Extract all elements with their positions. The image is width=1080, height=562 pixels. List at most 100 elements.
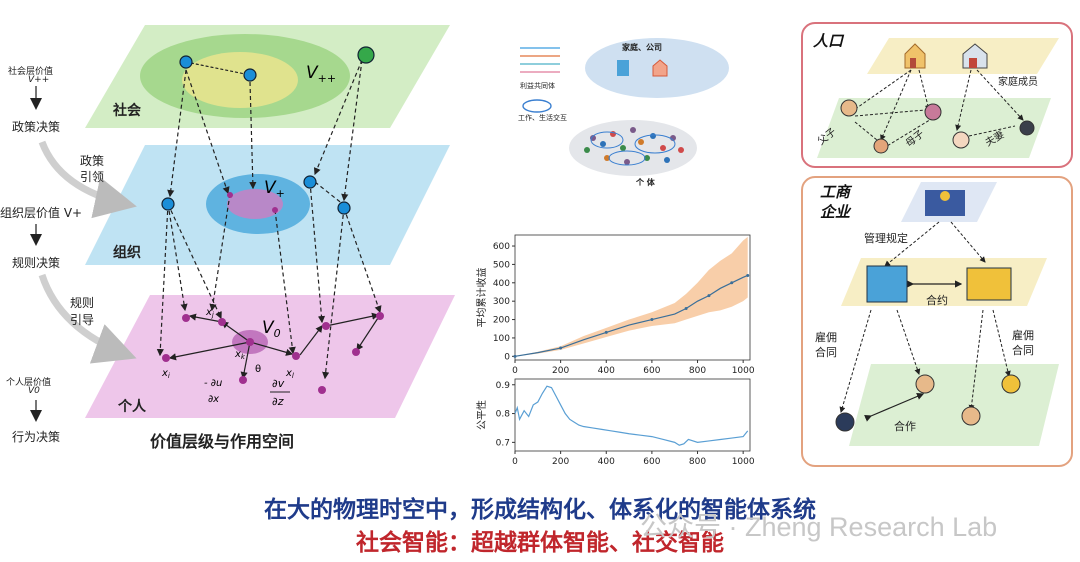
legend-arrows — [520, 47, 560, 73]
business-diagram — [835, 182, 1059, 446]
individual-plane — [85, 295, 455, 418]
x-tick-label: 800 — [689, 457, 706, 467]
legend-interest-community: 利益共同体 — [520, 82, 555, 90]
chart-frame — [514, 234, 751, 361]
employment-right-label: 雇佣 合同 — [1012, 329, 1034, 357]
x-tick-label: 200 — [552, 457, 569, 467]
x-tick-label: 600 — [643, 366, 660, 376]
du-dx-label-b: ∂x — [208, 394, 219, 405]
rule-decision-label: 规则决策 — [12, 256, 61, 270]
caption-line-2: 社会智能：超越群体智能、社交智能 — [356, 530, 724, 556]
watermark: 公众号 · Zheng Research Lab — [640, 512, 998, 542]
son-icon — [873, 138, 889, 154]
policy-guide-label-1: 政策 — [80, 154, 105, 168]
society-value-label: 社会层价值 — [8, 67, 54, 77]
wife-icon — [952, 131, 970, 149]
management-label: 管理规定 — [864, 232, 908, 245]
data-point — [707, 294, 711, 298]
office-worker-icon — [835, 412, 855, 432]
series-line — [514, 385, 749, 446]
y-tick-label: 0 — [504, 352, 510, 362]
individual-value-label: 个人层价值 — [6, 378, 52, 388]
data-point — [559, 346, 563, 350]
x-tick-label: 1000 — [732, 366, 755, 376]
y-axis-label: 平均累计收益 — [475, 268, 488, 328]
policy-guide-label-2: 引领 — [80, 170, 105, 184]
data-point — [604, 330, 608, 334]
policy-guide-arrow — [38, 140, 137, 219]
population-title: 人口 — [813, 32, 844, 50]
data-point — [513, 354, 517, 358]
company-building-icon-2 — [966, 267, 1012, 301]
individual-links — [168, 312, 380, 380]
layer-org-label: 组织 — [113, 245, 141, 261]
society-value-sym: V++ — [28, 75, 50, 85]
layer-society-label: 社会 — [113, 103, 141, 119]
y-tick-label: 0.9 — [496, 381, 511, 391]
y-tick-label: 400 — [493, 279, 510, 289]
network-illustration — [520, 38, 729, 176]
xj-label: xj — [205, 307, 214, 319]
workers-plane — [849, 364, 1059, 446]
theta-label: θ — [255, 364, 261, 375]
family-company-label: 家庭、公司 — [622, 43, 662, 52]
house-icons — [904, 43, 988, 69]
dv-dz-label-b: ∂z — [272, 395, 284, 408]
rule-guide-label-2: 引导 — [70, 313, 95, 327]
x-tick-label: 600 — [643, 457, 660, 467]
company-building-icon-1 — [866, 265, 908, 303]
family-members-label: 家庭成员 — [998, 77, 1038, 88]
y-tick-label: 600 — [493, 242, 510, 252]
x-tick-label: 0 — [512, 457, 518, 467]
chart-frame — [514, 378, 751, 452]
y-axis-label: 公平性 — [475, 400, 488, 430]
legend-work-life-interaction: 工作、生活交互 — [518, 114, 567, 122]
layer-individual-label: 个人 — [118, 399, 146, 415]
interaction-legend-ellipse — [522, 99, 552, 113]
x-tick-label: 400 — [598, 457, 615, 467]
boss-icon — [915, 374, 935, 394]
cross-layer-links — [156, 59, 382, 380]
dv-dz-label: ∂v — [272, 377, 285, 390]
employment-left-label: 雇佣 合同 — [815, 331, 837, 359]
population-diagram — [817, 38, 1059, 158]
org-inner-ellipse — [227, 189, 283, 219]
y-tick-label: 300 — [493, 297, 510, 307]
data-point — [746, 273, 750, 277]
y-tick-label: 200 — [493, 316, 510, 326]
du-dx-label: - ∂u — [204, 378, 222, 389]
society-inner-ellipse — [182, 52, 298, 108]
policy-decision-label: 政策决策 — [12, 120, 61, 134]
employee-icon — [961, 406, 981, 426]
org-value-label: 组织层价值 V+ — [0, 206, 83, 220]
x-tick-label: 400 — [598, 366, 615, 376]
rule-guide-arrow — [38, 273, 137, 364]
caption-line-1: 在大的物理时空中，形成结构化、体系化的智能体系统 — [264, 497, 816, 523]
crowd — [584, 127, 684, 165]
person-icons — [840, 99, 1035, 154]
agent-nodes — [161, 46, 384, 394]
diagram-title: 价值层级与作用空间 — [150, 432, 295, 451]
building-icon — [617, 60, 629, 76]
house-icon — [652, 59, 668, 77]
y-tick-label: 0.8 — [496, 410, 511, 420]
y-tick-label: 100 — [493, 334, 510, 344]
data-point — [730, 281, 734, 285]
x-tick-label: 0 — [512, 366, 518, 376]
fairness-chart: 0 200 400 600 800 1000 0.7 0.8 0.9 公平性 — [475, 378, 755, 467]
xi-label: xi — [161, 368, 170, 380]
x-tick-label: 800 — [689, 366, 706, 376]
y-tick-label: 0.7 — [496, 438, 510, 448]
crowd-interaction-rings — [590, 131, 676, 166]
cooperation-label: 合作 — [894, 420, 916, 433]
bank-icon — [925, 190, 965, 216]
business-title: 工商 企业 — [820, 183, 851, 221]
mother-icon — [924, 103, 942, 121]
father-icon — [840, 99, 858, 117]
data-point — [650, 318, 654, 322]
rule-guide-label-1: 规则 — [70, 296, 95, 310]
husband-icon — [1019, 120, 1035, 136]
behavior-decision-label: 行为决策 — [12, 430, 61, 444]
value-hierarchy-diagram: V++ V+ V0 xi xj xk xl θ - ∂u ∂x ∂v ∂z — [30, 25, 455, 422]
contract-label: 合约 — [926, 294, 948, 307]
